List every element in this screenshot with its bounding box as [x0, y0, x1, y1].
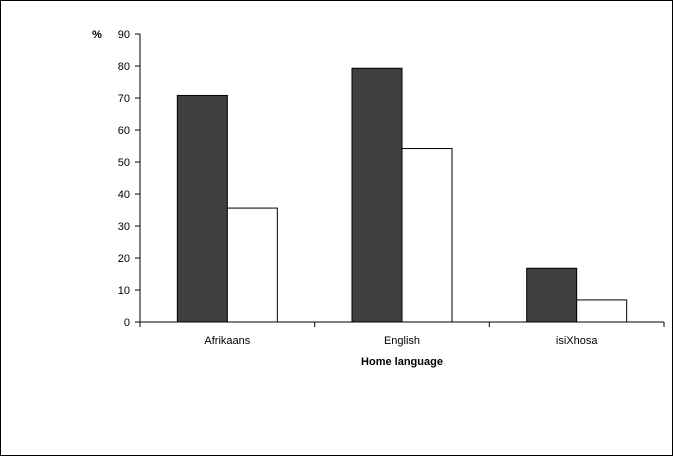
x-axis-label: Home language — [361, 356, 443, 368]
y-tick-label: 90 — [118, 29, 130, 41]
bar-series2-isixhosa — [576, 299, 628, 323]
y-tick-label: 10 — [118, 285, 130, 297]
bar-series1-english — [351, 67, 403, 323]
bar-series2-afrikaans — [226, 207, 278, 323]
y-tick-label: 60 — [118, 125, 130, 137]
y-tick-label: 30 — [118, 221, 130, 233]
x-category-label: Afrikaans — [204, 335, 250, 347]
x-category-label: isiXhosa — [556, 335, 598, 347]
y-tick-label: 70 — [118, 93, 130, 105]
bar-series1-isixhosa — [526, 267, 578, 323]
y-tick-label: 80 — [118, 61, 130, 73]
bar-series2-english — [401, 148, 453, 323]
x-category-label: English — [384, 335, 420, 347]
y-tick-label: 40 — [118, 189, 130, 201]
labels: 0 10 20 30 40 50 60 70 80 90% Afrikaans English isiX… — [92, 29, 598, 368]
y-tick-label: 20 — [118, 253, 130, 265]
bars — [176, 67, 628, 323]
y-tick-label: 50 — [118, 157, 130, 169]
bar-series1-afrikaans — [176, 94, 228, 323]
y-axis-label: % — [92, 29, 102, 41]
y-tick-label: 0 — [124, 317, 130, 329]
